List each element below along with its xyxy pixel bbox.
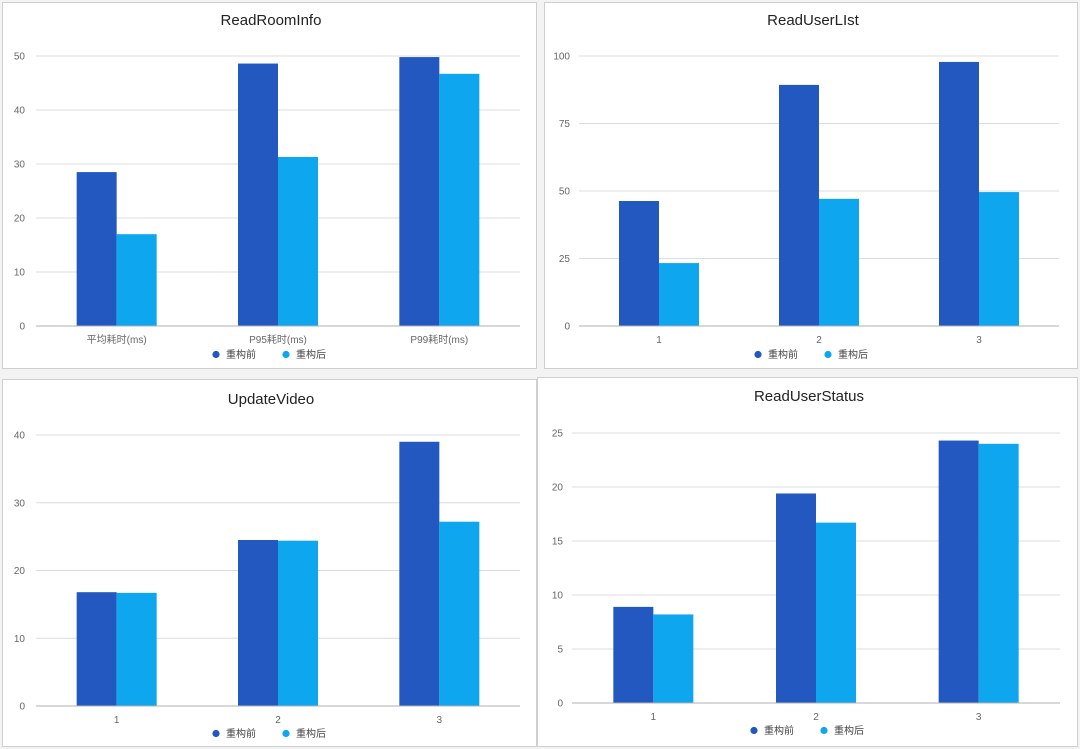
bar-before-2 <box>779 84 819 326</box>
y-tick-label: 30 <box>14 160 26 171</box>
legend-item-after[interactable]: 重构后 <box>824 348 868 361</box>
y-tick-label: 15 <box>552 537 564 548</box>
bar-after-3 <box>439 73 480 326</box>
y-tick-label: 75 <box>559 119 571 130</box>
bar-after-1 <box>116 592 157 706</box>
legend-label: 重构后 <box>296 348 326 361</box>
legend-item-before[interactable]: 重构前 <box>212 727 256 740</box>
legend-marker <box>754 350 762 359</box>
chart-title: UpdateVideo <box>228 391 314 408</box>
chart-read-user-status: ReadUserStatus 0 5 10 15 20 25 1 2 3 重构前 重构后 <box>552 388 1060 737</box>
y-tick-label: 50 <box>559 187 571 198</box>
chart-panel-read-room-info: ReadRoomInfo 0 10 20 30 40 50 平均耗时(ms) P95耗时(ms)… <box>2 2 537 369</box>
bar-after-3 <box>439 521 480 706</box>
legend-item-after[interactable]: 重构后 <box>282 348 326 361</box>
y-tick-label: 20 <box>552 483 564 494</box>
bar-before-2 <box>238 540 278 706</box>
bar-before-1 <box>619 200 659 326</box>
legend-label: 重构前 <box>226 727 256 740</box>
chart-title: ReadUserStatus <box>754 388 864 405</box>
legend-label: 重构后 <box>834 724 864 737</box>
legend-label: 重构后 <box>296 727 326 740</box>
y-tick-label: 10 <box>14 634 26 645</box>
legend-label: 重构前 <box>768 348 798 361</box>
bar-after-3 <box>978 443 1019 703</box>
chart-title: ReadUserLIst <box>767 12 860 29</box>
bar-before-2 <box>238 63 278 327</box>
chart-panel-read-user-list: ReadUserLIst 0 25 50 75 100 1 2 3 重构前 重构后 <box>544 2 1078 369</box>
y-tick-label: 25 <box>559 254 571 265</box>
y-tick-label: 20 <box>14 566 26 577</box>
bar-after-2 <box>278 540 318 706</box>
y-tick-label: 20 <box>14 214 26 225</box>
y-tick-label: 40 <box>14 106 26 117</box>
x-tick-label: 1 <box>656 335 662 346</box>
y-tick-label: 0 <box>557 699 563 710</box>
x-tick-label: 2 <box>813 712 819 723</box>
x-tick-label: 1 <box>114 715 120 726</box>
legend-marker <box>824 350 832 359</box>
x-tick-label: P95耗时(ms) <box>249 334 307 346</box>
chart-panel-update-video: UpdateVideo 0 10 20 30 40 1 2 3 重构前 重构后 <box>2 379 537 747</box>
y-tick-label: 10 <box>552 591 564 602</box>
bar-before-3 <box>399 441 440 706</box>
legend-label: 重构前 <box>764 724 794 737</box>
bar-after-3 <box>979 192 1019 326</box>
y-tick-label: 0 <box>19 322 25 333</box>
chart-read-user-list: ReadUserLIst 0 25 50 75 100 1 2 3 重构前 重构后 <box>553 12 1059 361</box>
x-tick-label: 3 <box>976 712 982 723</box>
bar-after-1 <box>659 263 699 326</box>
legend-marker <box>750 726 758 735</box>
legend-marker <box>212 350 220 359</box>
chart-update-video: UpdateVideo 0 10 20 30 40 1 2 3 重构前 重构后 <box>14 391 520 740</box>
legend-item-after[interactable]: 重构后 <box>282 727 326 740</box>
bar-before-2 <box>776 493 816 703</box>
legend-marker <box>282 729 290 738</box>
y-tick-label: 100 <box>553 52 570 63</box>
legend-item-before[interactable]: 重构前 <box>750 724 794 737</box>
x-tick-label: P99耗时(ms) <box>410 334 468 346</box>
bar-after-2 <box>278 156 318 326</box>
legend-item-after[interactable]: 重构后 <box>820 724 864 737</box>
bar-before-1 <box>76 592 117 706</box>
legend-label: 重构前 <box>226 348 256 361</box>
x-tick-label: 3 <box>976 335 982 346</box>
legend-item-before[interactable]: 重构前 <box>212 348 256 361</box>
bar-after-2 <box>819 198 859 326</box>
legend-item-before[interactable]: 重构前 <box>754 348 798 361</box>
chart-panel-read-user-status: ReadUserStatus 0 5 10 15 20 25 1 2 3 重构前 重构后 <box>537 377 1078 747</box>
legend-marker <box>212 729 220 738</box>
y-tick-label: 50 <box>14 52 26 63</box>
bar-after-2 <box>816 522 856 703</box>
bar-before-3 <box>939 61 979 326</box>
legend-marker <box>820 726 828 735</box>
bar-after-1 <box>653 614 694 703</box>
y-tick-label: 30 <box>14 498 26 509</box>
y-tick-label: 10 <box>14 268 26 279</box>
bar-after-1 <box>116 234 157 326</box>
bar-before-3 <box>399 57 440 327</box>
y-tick-label: 0 <box>564 322 570 333</box>
y-tick-label: 0 <box>19 702 25 713</box>
y-tick-label: 25 <box>552 429 564 440</box>
x-tick-label: 2 <box>816 335 822 346</box>
bar-before-1 <box>613 606 654 703</box>
bar-before-1 <box>76 172 117 326</box>
bar-before-3 <box>938 440 979 703</box>
chart-read-room-info: ReadRoomInfo 0 10 20 30 40 50 平均耗时(ms) P95耗时(ms)… <box>14 12 520 361</box>
x-tick-label: 2 <box>275 715 281 726</box>
x-tick-label: 1 <box>651 712 657 723</box>
y-tick-label: 5 <box>557 645 563 656</box>
legend-label: 重构后 <box>838 348 868 361</box>
x-tick-label: 平均耗时(ms) <box>87 334 147 346</box>
x-tick-label: 3 <box>437 715 443 726</box>
y-tick-label: 40 <box>14 431 26 442</box>
legend-marker <box>282 350 290 359</box>
chart-title: ReadRoomInfo <box>221 12 322 29</box>
